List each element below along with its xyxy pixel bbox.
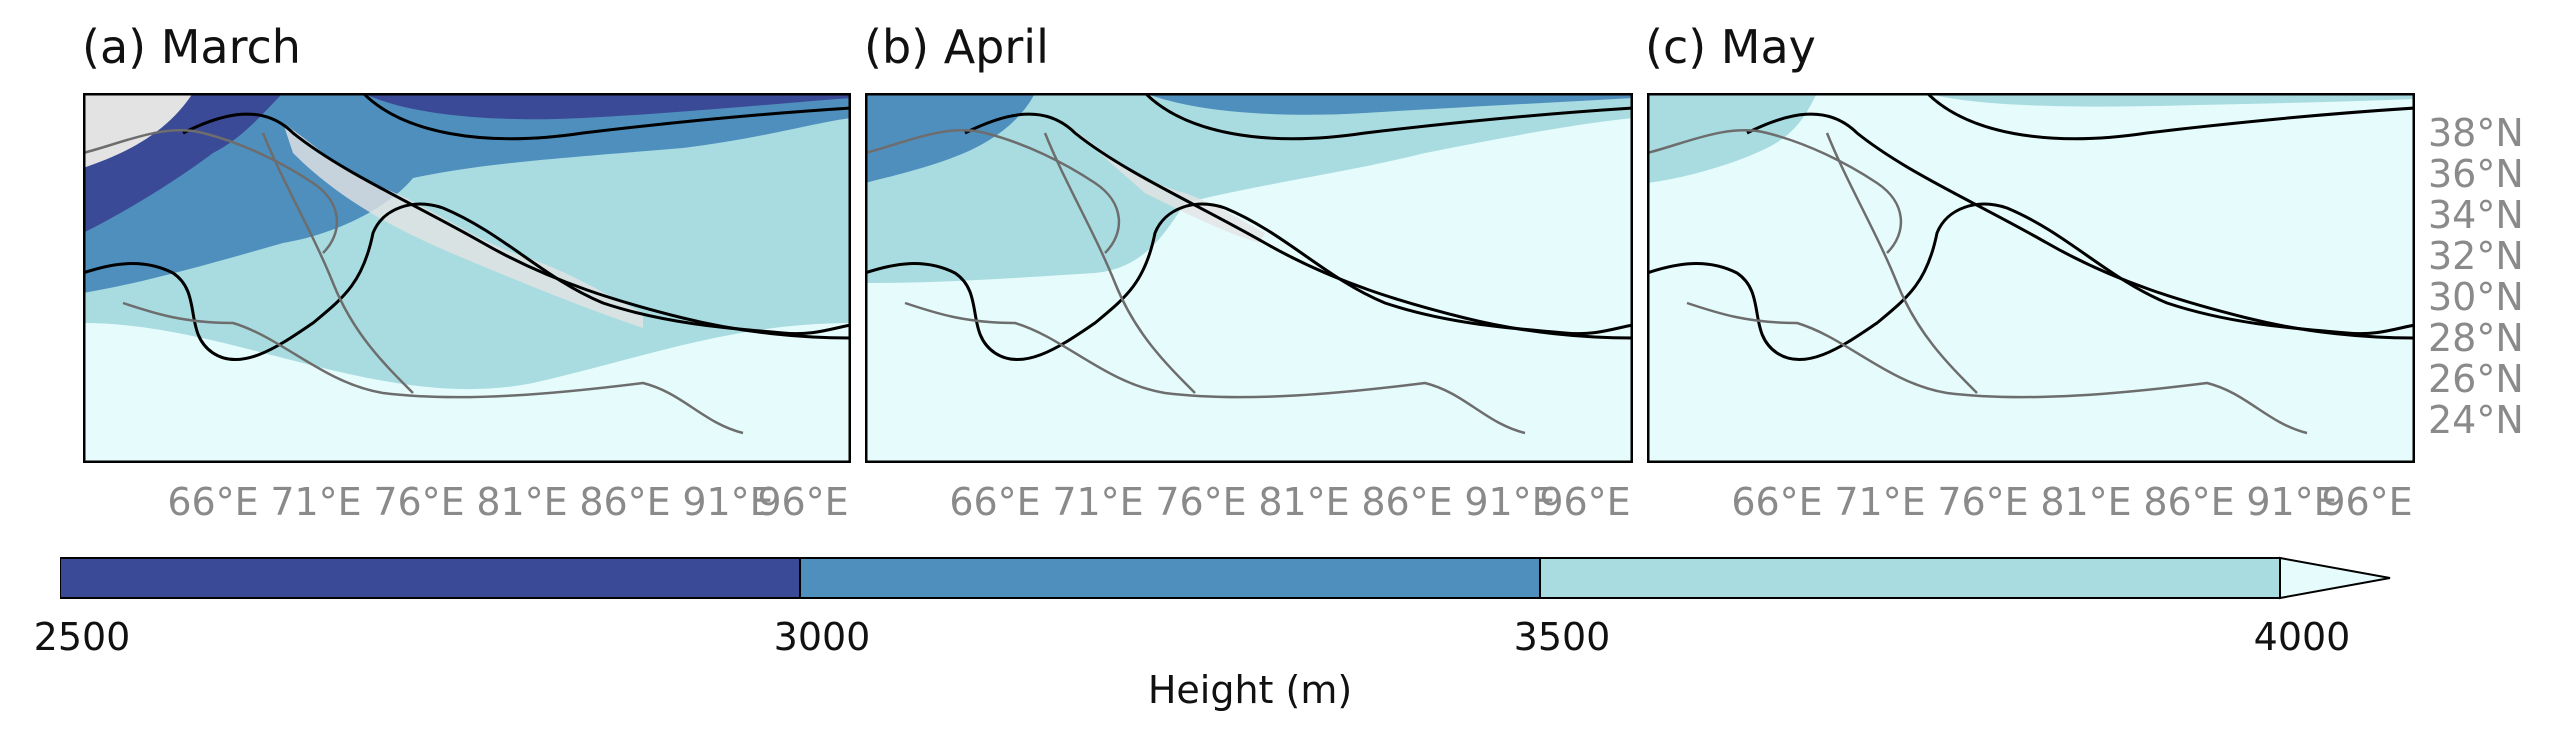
missing-data-region [83,93,193,168]
lon-tick-label: 81°E [2040,480,2132,524]
lon-tick-label: 76°E [373,480,465,524]
colorbar-tick-label: 4000 [2253,615,2351,659]
himalaya-contour-line [1746,112,2415,340]
country-border-line-2 [261,132,414,394]
colorbar-extend-arrow [2279,556,2391,600]
colorbar-label: Height (m) [1147,668,1353,712]
lon-tick-label: 66°E [167,480,259,524]
lon-tick-label: 71°E [1834,480,1926,524]
colorbar-segment-2 [1539,557,2281,599]
colorbar-tick-label: 3000 [773,615,871,659]
panel-title-march: (a) March [82,20,301,74]
terrain-contour-line [865,202,1633,362]
missing-data-mountains [1065,123,1265,243]
terrain-contour-line [1647,202,2415,362]
country-border-line-2 [1825,132,1978,394]
tarim-contour-line [1143,93,1633,141]
lon-tick-label: 66°E [949,480,1041,524]
lon-tick-label: 86°E [1361,480,1453,524]
colorbar-segment-0 [60,557,801,599]
lon-tick-label: 81°E [1258,480,1350,524]
lon-tick-label: 96°E [2321,480,2413,524]
tarim-contour-line [361,93,851,141]
lon-axis-march: 66°E 71°E 76°E 81°E 86°E 91°E 96°E [83,480,851,530]
lon-tick-label: 96°E [757,480,849,524]
lat-tick-label: 24°N [2428,398,2524,442]
lon-axis-april: 66°E 71°E 76°E 81°E 86°E 91°E 96°E [865,480,1633,530]
lon-tick-label: 91°E [2246,480,2338,524]
lon-tick-label: 76°E [1937,480,2029,524]
lat-tick-label: 30°N [2428,275,2524,319]
terrain-contour-line [83,202,851,362]
panel-title-may: (c) May [1645,20,1816,74]
country-border-line [1686,301,2308,435]
lon-axis-may: 66°E 71°E 76°E 81°E 86°E 91°E 96°E [1647,480,2415,530]
country-border-line [904,301,1526,435]
country-border-line-3 [865,129,1121,254]
map-panel-march [83,93,851,463]
lon-tick-label: 86°E [2143,480,2235,524]
lat-tick-label: 32°N [2428,234,2524,278]
contour-3000-3500 [865,93,1633,183]
map-frame [1647,93,2415,463]
colorbar [60,556,2391,600]
lon-tick-label: 81°E [476,480,568,524]
contour-3500-4000 [865,93,1633,283]
country-border-line-3 [83,129,339,254]
lon-tick-label: 91°E [682,480,774,524]
colorbar-tick-label: 3500 [1513,615,1611,659]
lon-tick-label: 66°E [1731,480,1823,524]
country-border-line-3 [1647,129,1903,254]
colorbar-segment-1 [799,557,1541,599]
lon-tick-label: 71°E [270,480,362,524]
lon-tick-label: 76°E [1155,480,1247,524]
country-border-line [122,301,744,435]
contour-3000-3500 [83,93,851,293]
lon-tick-label: 91°E [1464,480,1556,524]
lat-tick-label: 38°N [2428,111,2524,155]
lon-tick-label: 86°E [579,480,671,524]
himalaya-contour-line [182,112,851,340]
panel-title-april: (b) April [864,20,1049,74]
map-panel-may [1647,93,2415,463]
lat-tick-label: 36°N [2428,152,2524,196]
contour-3500-4000 [1647,93,2415,183]
lat-tick-label: 26°N [2428,357,2524,401]
lat-tick-label: 34°N [2428,193,2524,237]
map-frame [83,93,851,463]
himalaya-contour-line [964,112,1633,340]
contour-above-4000 [1647,93,2415,463]
lon-tick-label: 71°E [1052,480,1144,524]
tarim-contour-line [1925,93,2415,141]
lon-tick-label: 96°E [1539,480,1631,524]
map-frame [865,93,1633,463]
colorbar-tick-label: 2500 [33,615,131,659]
map-panel-april [865,93,1633,463]
lat-tick-label: 28°N [2428,316,2524,360]
country-border-line-2 [1043,132,1196,394]
lat-axis: 38°N 36°N 34°N 32°N 30°N 28°N 26°N 24°N [2428,93,2563,463]
